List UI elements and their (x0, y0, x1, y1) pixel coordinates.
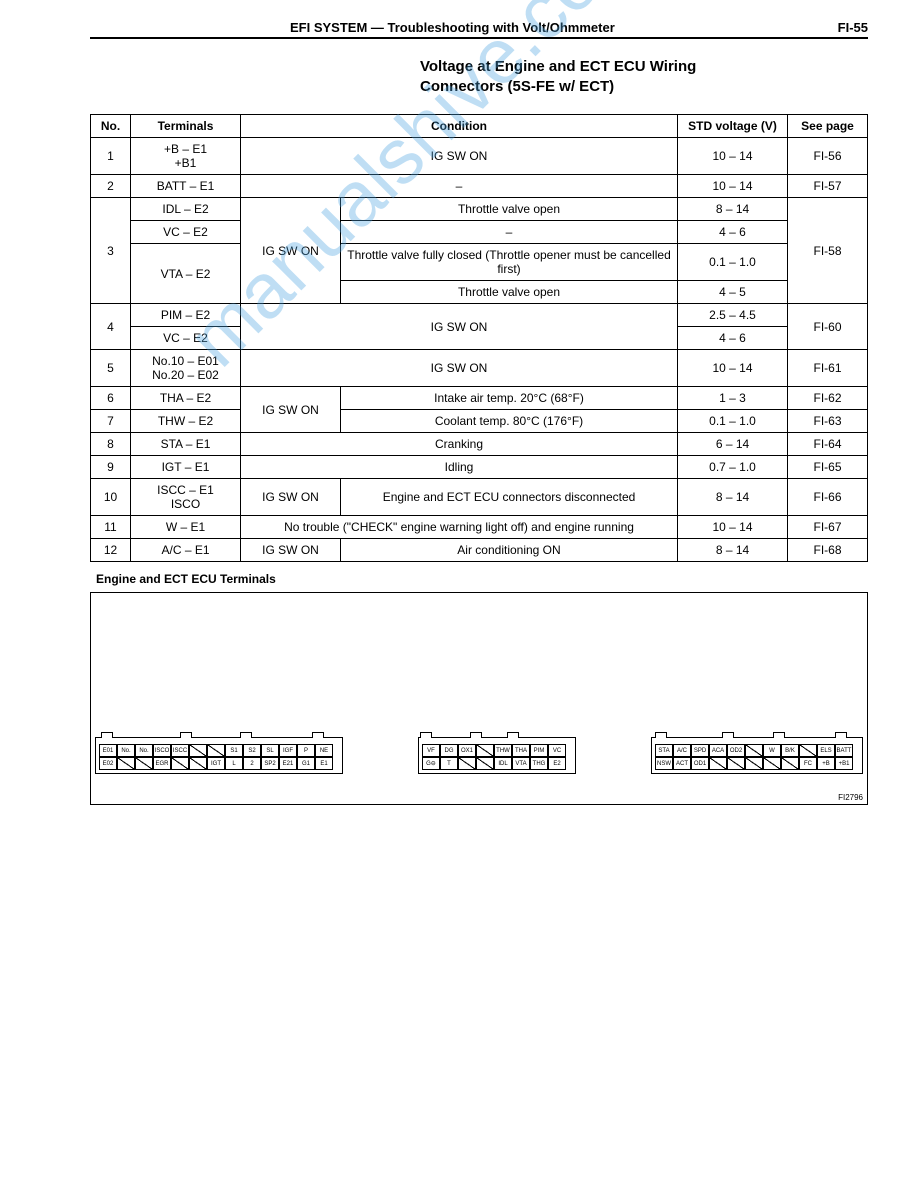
connector-pin: No. 20 (135, 744, 153, 757)
connector-pin: OD2 (727, 744, 745, 757)
connector-pin: ISCC (171, 744, 189, 757)
table-row: VC – E2 – 4 – 6 (91, 221, 868, 244)
connector-pin (207, 744, 225, 757)
connector-pin: THW (494, 744, 512, 757)
connector-pin: OX1 (458, 744, 476, 757)
connector-pin: 2 (243, 757, 261, 770)
table-row: 7 THW – E2 Coolant temp. 80°C (176°F) 0.… (91, 410, 868, 433)
connector-pin (135, 757, 153, 770)
table-row: 12 A/C – E1 IG SW ON Air conditioning ON… (91, 539, 868, 562)
connector-pin (745, 744, 763, 757)
connector-pin: DG (440, 744, 458, 757)
connector-pin (727, 757, 745, 770)
connector-pin (709, 757, 727, 770)
connector-pin (476, 744, 494, 757)
connector-diagram-frame: E01No. 10No. 20ISCOISCC S1S2SLIGFPNE E02 EG… (90, 592, 868, 805)
connector-pin: STA (655, 744, 673, 757)
col-seepage: See page (788, 115, 868, 138)
connector-pin: E02 (99, 757, 117, 770)
connector-pin: THA (512, 744, 530, 757)
table-row: 10 ISCC – E1 ISCO IG SW ON Engine and EC… (91, 479, 868, 516)
connector-pin (745, 757, 763, 770)
table-row: 1 +B – E1 +B1 IG SW ON 10 – 14 FI-56 (91, 138, 868, 175)
figure-reference: FI2796 (838, 793, 863, 802)
connector-block: VFDGOX1 THWTHAPIMVC G⊖T IDLVTATHGE2 (418, 737, 576, 774)
connector-pin: NSW (655, 757, 673, 770)
page-header: EFI SYSTEM — Troubleshooting with Volt/O… (90, 20, 868, 39)
connector-pin: W (763, 744, 781, 757)
connector-pin: G1 (297, 757, 315, 770)
connector-pin: E01 (99, 744, 117, 757)
connector-pin: VF (422, 744, 440, 757)
table-row: 2 BATT – E1 – 10 – 14 FI-57 (91, 175, 868, 198)
connector-pin (458, 757, 476, 770)
connector-pin: IGF (279, 744, 297, 757)
connector-pin: NE (315, 744, 333, 757)
connector-pin: +B (817, 757, 835, 770)
connector-pin (117, 757, 135, 770)
section-title: Voltage at Engine and ECT ECU Wiring Con… (420, 57, 868, 96)
connector-pin: ELS (817, 744, 835, 757)
table-row: 8 STA – E1 Cranking 6 – 14 FI-64 (91, 433, 868, 456)
connector-pin: No. 10 (117, 744, 135, 757)
table-row: 3 IDL – E2 IG SW ON Throttle valve open … (91, 198, 868, 221)
connector-pin: SL (261, 744, 279, 757)
connector-pin: BATT (835, 744, 853, 757)
connector-pin: S1 (225, 744, 243, 757)
connector-pin: L (225, 757, 243, 770)
connector-pin: PIM (530, 744, 548, 757)
connector-block: E01No. 10No. 20ISCOISCC S1S2SLIGFPNE E02 EG… (95, 737, 343, 774)
table-row: 9 IGT – E1 Idling 0.7 – 1.0 FI-65 (91, 456, 868, 479)
table-row: 6 THA – E2 IG SW ON Intake air temp. 20°… (91, 387, 868, 410)
table-header-row: No. Terminals Condition STD voltage (V) … (91, 115, 868, 138)
connector-pin: B/K (781, 744, 799, 757)
connector-pin: FC (799, 757, 817, 770)
connector-pin: E21 (279, 757, 297, 770)
connector-pin: EGR (153, 757, 171, 770)
connector-pin: SP2 (261, 757, 279, 770)
connector-diagram: E01No. 10No. 20ISCOISCC S1S2SLIGFPNE E02 EG… (95, 737, 863, 774)
connector-pin: +B1 (835, 757, 853, 770)
connector-pin (189, 757, 207, 770)
connector-pin: P (297, 744, 315, 757)
connector-pin (476, 757, 494, 770)
table-row: 4 PIM – E2 IG SW ON 2.5 – 4.5 FI-60 (91, 304, 868, 327)
connector-pin: THG (530, 757, 548, 770)
connector-pin: OD1 (691, 757, 709, 770)
page-number: FI-55 (838, 20, 868, 35)
connector-pin: IDL (494, 757, 512, 770)
connector-pin (189, 744, 207, 757)
terminals-heading: Engine and ECT ECU Terminals (96, 572, 868, 586)
connector-pin: VTA (512, 757, 530, 770)
connector-pin (171, 757, 189, 770)
connector-pin: S2 (243, 744, 261, 757)
table-row: 11 W – E1 No trouble ("CHECK" engine war… (91, 516, 868, 539)
connector-pin: SPD (691, 744, 709, 757)
connector-pin: T (440, 757, 458, 770)
table-row: VTA – E2 Throttle valve fully closed (Th… (91, 244, 868, 281)
connector-pin (763, 757, 781, 770)
connector-pin (799, 744, 817, 757)
connector-pin: E2 (548, 757, 566, 770)
col-condition: Condition (241, 115, 678, 138)
connector-pin: ACT (673, 757, 691, 770)
connector-pin: VC (548, 744, 566, 757)
connector-pin: G⊖ (422, 757, 440, 770)
connector-pin (781, 757, 799, 770)
table-row: 5 No.10 – E01 No.20 – E02 IG SW ON 10 – … (91, 350, 868, 387)
connector-pin: ISCO (153, 744, 171, 757)
col-std: STD voltage (V) (678, 115, 788, 138)
col-terminals: Terminals (131, 115, 241, 138)
connector-pin: IGT (207, 757, 225, 770)
col-no: No. (91, 115, 131, 138)
connector-pin: ACA (709, 744, 727, 757)
connector-pin: E1 (315, 757, 333, 770)
header-title: EFI SYSTEM — Troubleshooting with Volt/O… (90, 20, 615, 35)
connector-pin: A/C (673, 744, 691, 757)
connector-block: STAA/CSPDACAOD2 WB/K ELSBATT NSWACTOD1 FC+B+… (651, 737, 863, 774)
voltage-table: No. Terminals Condition STD voltage (V) … (90, 114, 868, 562)
